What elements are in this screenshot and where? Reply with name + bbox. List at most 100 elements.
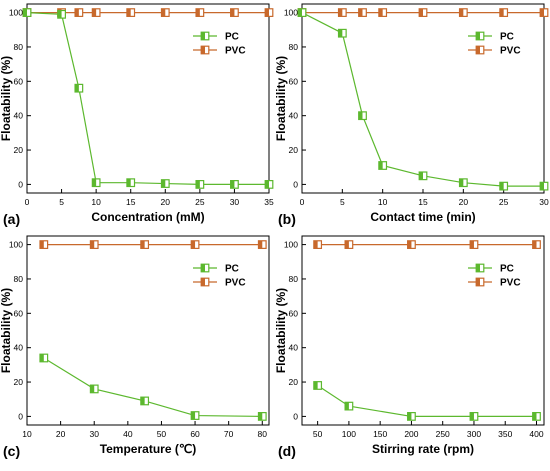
data-point — [74, 8, 84, 17]
legend-marker — [200, 45, 210, 55]
legend: PC PVC — [468, 264, 521, 289]
series-line — [301, 12, 544, 187]
marker-fill — [419, 172, 423, 180]
x-tick-label: 10 — [91, 197, 101, 207]
legend-marker — [200, 263, 210, 273]
x-tick-label: 30 — [539, 197, 549, 207]
data-point — [39, 353, 49, 363]
x-tick-label: 60 — [190, 429, 200, 439]
legend-marker — [475, 263, 485, 273]
y-tick-label: 40 — [14, 111, 24, 121]
plot-frame — [26, 3, 270, 194]
series-pc — [297, 8, 549, 191]
y-tick-label: 20 — [14, 145, 24, 155]
y-tick-label: 60 — [289, 308, 299, 318]
y-tick-label: 0 — [18, 411, 23, 421]
marker-fill — [499, 182, 504, 190]
marker-fill — [126, 8, 131, 17]
y-tick-label: 100 — [284, 240, 298, 250]
marker-fill — [40, 354, 44, 362]
x-tick-label: 250 — [436, 429, 450, 439]
y-tick-label: 80 — [289, 42, 299, 52]
y-axis-label: Floatability (%) — [0, 56, 13, 141]
x-tick-label: 40 — [123, 429, 133, 439]
marker-fill — [313, 240, 318, 249]
marker-fill — [140, 397, 145, 405]
data-point — [539, 8, 549, 17]
data-point — [337, 28, 347, 38]
data-point — [458, 178, 468, 188]
data-point — [160, 8, 170, 17]
marker-fill — [230, 180, 235, 189]
marker-fill — [201, 46, 205, 54]
data-point — [407, 240, 416, 249]
x-tick-label: 350 — [498, 429, 512, 439]
legend-label: PC — [500, 32, 514, 43]
data-point — [539, 181, 549, 191]
data-point — [140, 396, 150, 406]
x-tick-label: 200 — [404, 429, 418, 439]
data-point — [74, 83, 84, 93]
x-tick-label: 150 — [373, 429, 387, 439]
data-point — [469, 240, 479, 249]
marker-fill — [191, 411, 196, 420]
data-point — [91, 178, 101, 188]
x-tick-label: 0 — [25, 197, 30, 207]
y-tick-label: 80 — [14, 42, 24, 52]
x-axis-label: Temperature (℃) — [100, 442, 197, 456]
data-point — [257, 412, 267, 421]
data-point — [469, 412, 479, 421]
data-point — [190, 240, 200, 249]
marker-fill — [345, 240, 349, 249]
marker-fill — [540, 8, 544, 17]
marker-fill — [313, 381, 318, 390]
x-tick-label: 0 — [300, 197, 305, 207]
marker-fill — [298, 8, 302, 17]
x-tick-label: 25 — [195, 197, 205, 207]
chart-panel-4: 50 100 150 200 250 300 350 400 0 20 40 60 80 100 Stirr… — [274, 235, 545, 459]
data-point — [160, 179, 170, 188]
x-tick-label: 50 — [313, 429, 323, 439]
y-tick-label: 20 — [14, 377, 24, 387]
marker-fill — [470, 412, 474, 421]
data-point — [297, 8, 307, 17]
data-point — [195, 8, 205, 17]
marker-fill — [338, 8, 343, 17]
y-axis-label: Floatability (%) — [274, 288, 288, 373]
y-tick-label: 60 — [14, 308, 24, 318]
marker-fill — [407, 412, 412, 421]
legend-label: PVC — [500, 278, 521, 289]
data-point — [39, 240, 49, 249]
marker-fill — [265, 8, 269, 17]
data-point — [140, 240, 150, 249]
x-tick-label: 25 — [499, 197, 509, 207]
data-point — [257, 240, 267, 249]
x-tick-label: 10 — [378, 197, 388, 207]
marker-fill — [161, 179, 166, 188]
data-point — [378, 8, 388, 17]
x-tick-label: 35 — [264, 197, 274, 207]
marker-fill — [57, 10, 62, 19]
data-point — [499, 181, 509, 191]
series-pc — [39, 353, 267, 421]
data-point — [195, 180, 205, 189]
marker-fill — [459, 8, 464, 17]
x-tick-label: 20 — [459, 197, 469, 207]
marker-fill — [90, 385, 95, 393]
data-point — [264, 8, 274, 17]
y-tick-label: 100 — [9, 8, 23, 18]
legend-label: PC — [225, 264, 239, 275]
legend: PC PVC — [468, 32, 521, 57]
panel-label: (b) — [278, 211, 296, 227]
data-point — [126, 178, 136, 188]
marker-fill — [532, 240, 537, 249]
marker-fill — [140, 240, 145, 249]
marker-fill — [476, 278, 480, 286]
data-point — [230, 180, 239, 189]
panel-label: (a) — [3, 211, 20, 227]
marker-fill — [201, 264, 205, 272]
y-tick-label: 60 — [289, 76, 299, 86]
marker-fill — [201, 278, 205, 286]
data-point — [532, 412, 541, 421]
legend-label: PVC — [225, 46, 246, 57]
